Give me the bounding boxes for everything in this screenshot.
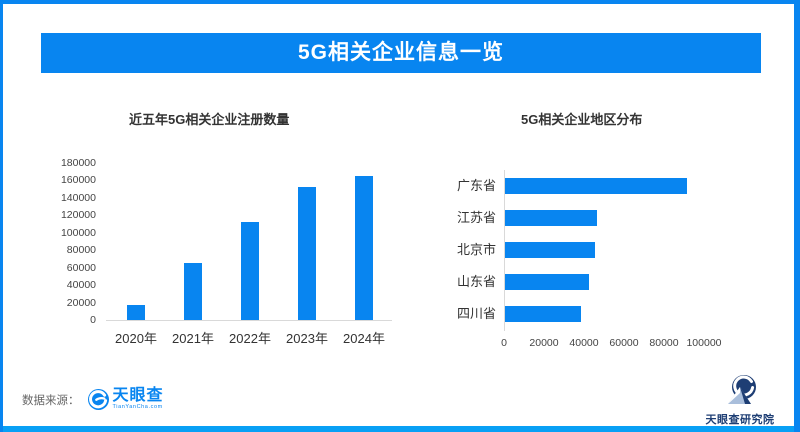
y-axis-category-label: 北京市: [456, 242, 496, 257]
tianyancha-logo-text: 天眼查: [112, 387, 164, 404]
bar-江苏省: [505, 210, 597, 226]
x-axis-category-label: 2022年: [229, 331, 271, 346]
x-axis-tick-label: 60000: [609, 337, 639, 349]
institute-logo-text: 天眼查研究院: [705, 414, 775, 426]
bar-2024年: [355, 176, 373, 320]
x-axis-tick-label: 40000: [569, 337, 599, 349]
page-title-banner: 5G相关企业信息一览: [41, 33, 761, 73]
page-title: 5G相关企业信息一览: [297, 41, 504, 64]
y-axis-category-label: 四川省: [456, 306, 496, 321]
y-axis-category-label: 山东省: [456, 274, 496, 289]
institute-mark: 天眼查研究院: [700, 374, 780, 427]
x-axis-category-label: 2020年: [115, 331, 157, 346]
y-axis-tick-label: 160000: [60, 174, 96, 187]
y-axis-tick-label: 0: [90, 314, 96, 326]
y-axis-tick-label: 120000: [60, 209, 96, 222]
bar-北京市: [505, 242, 595, 258]
bar-广东省: [505, 178, 687, 194]
y-axis-category-label: 广东省: [456, 178, 496, 193]
x-axis-tick-label: 20000: [529, 337, 559, 349]
tianyancha-wordmark: 天眼查 TianYanCha.com: [112, 387, 164, 411]
bar-四川省: [505, 306, 581, 322]
data-source: 数据来源： 天眼查 TianYanCha.com: [22, 386, 164, 412]
tianyancha-eye-icon: [87, 388, 109, 410]
y-axis-line: [504, 170, 505, 331]
bar-2021年: [184, 263, 202, 320]
bottom-border-strip: [3, 426, 794, 432]
bar-2023年: [298, 187, 316, 320]
bar-山东省: [505, 274, 589, 290]
x-axis-tick-label: 100000: [686, 337, 722, 349]
bar-2020年: [127, 305, 145, 320]
x-axis-tick-label: 0: [501, 337, 507, 349]
x-axis-category-label: 2021年: [172, 331, 214, 346]
y-axis-tick-label: 40000: [66, 279, 96, 292]
x-axis-tick-label: 80000: [649, 337, 679, 349]
x-axis-category-label: 2024年: [343, 331, 385, 346]
y-axis-tick-label: 140000: [60, 191, 96, 204]
data-source-label: 数据来源：: [22, 395, 80, 407]
y-axis-category-label: 江苏省: [456, 210, 496, 225]
tianyancha-logo-url-text: TianYanCha.com: [112, 404, 163, 410]
y-axis-tick-label: 100000: [60, 226, 96, 239]
y-axis-tick-label: 80000: [66, 244, 96, 257]
y-axis-tick-label: 180000: [60, 157, 96, 169]
y-axis-tick-label: 60000: [66, 261, 96, 274]
x-axis-line: [106, 320, 392, 321]
chart-registrations-title: 近五年5G相关企业注册数量: [129, 112, 290, 127]
x-axis-category-label: 2023年: [286, 331, 328, 346]
chart-regions-title: 5G相关企业地区分布: [521, 112, 643, 127]
institute-logo-icon: [728, 375, 756, 404]
bar-2022年: [241, 222, 259, 320]
y-axis-tick-label: 20000: [66, 296, 96, 309]
